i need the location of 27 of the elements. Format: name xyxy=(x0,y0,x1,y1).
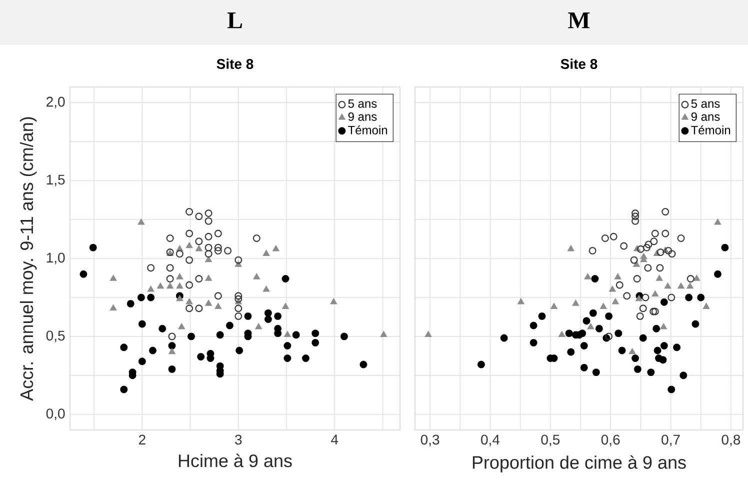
chart-subtitle: Site 8 xyxy=(560,58,598,69)
x-tick-label: 0,5 xyxy=(541,434,560,446)
legend-label: Témoin xyxy=(691,125,730,134)
legend-label: Témoin xyxy=(348,125,388,134)
x-tick-label: 0,7 xyxy=(662,434,680,446)
x-tick-label: 0,3 xyxy=(420,434,440,446)
x-tick-label: 0,8 xyxy=(722,434,740,446)
x-tick-label: 4 xyxy=(331,434,338,444)
y-tick-label: 0,0 xyxy=(46,408,65,420)
y-tick-label: 2,0 xyxy=(46,96,65,108)
y-tick-label: 0,5 xyxy=(46,330,65,342)
x-tick-label: 3 xyxy=(235,434,242,445)
legend-label: 9 ans xyxy=(691,112,720,121)
x-tick-label: 0,6 xyxy=(601,434,620,446)
x-axis-title: Proportion de cime à 9 ans xyxy=(472,455,686,472)
y-tick-label: 1,0 xyxy=(46,252,65,264)
chart-title: L xyxy=(227,12,242,28)
chart-subtitle: Site 8 xyxy=(216,58,254,69)
x-tick-label: 2 xyxy=(138,434,146,444)
x-axis-title: Hcime à 9 ans xyxy=(178,454,292,468)
x-tick-label: 0,4 xyxy=(481,434,500,446)
legend-label: 5 ans xyxy=(348,99,377,108)
y-axis-title: Accr. annuel moy. 9-11 ans (cm/an) xyxy=(20,117,37,401)
chart-title: M xyxy=(568,12,590,28)
legend-label: 5 ans xyxy=(691,99,720,108)
y-tick-label: 1,5 xyxy=(46,174,65,186)
legend-label: 9 ans xyxy=(348,112,377,121)
